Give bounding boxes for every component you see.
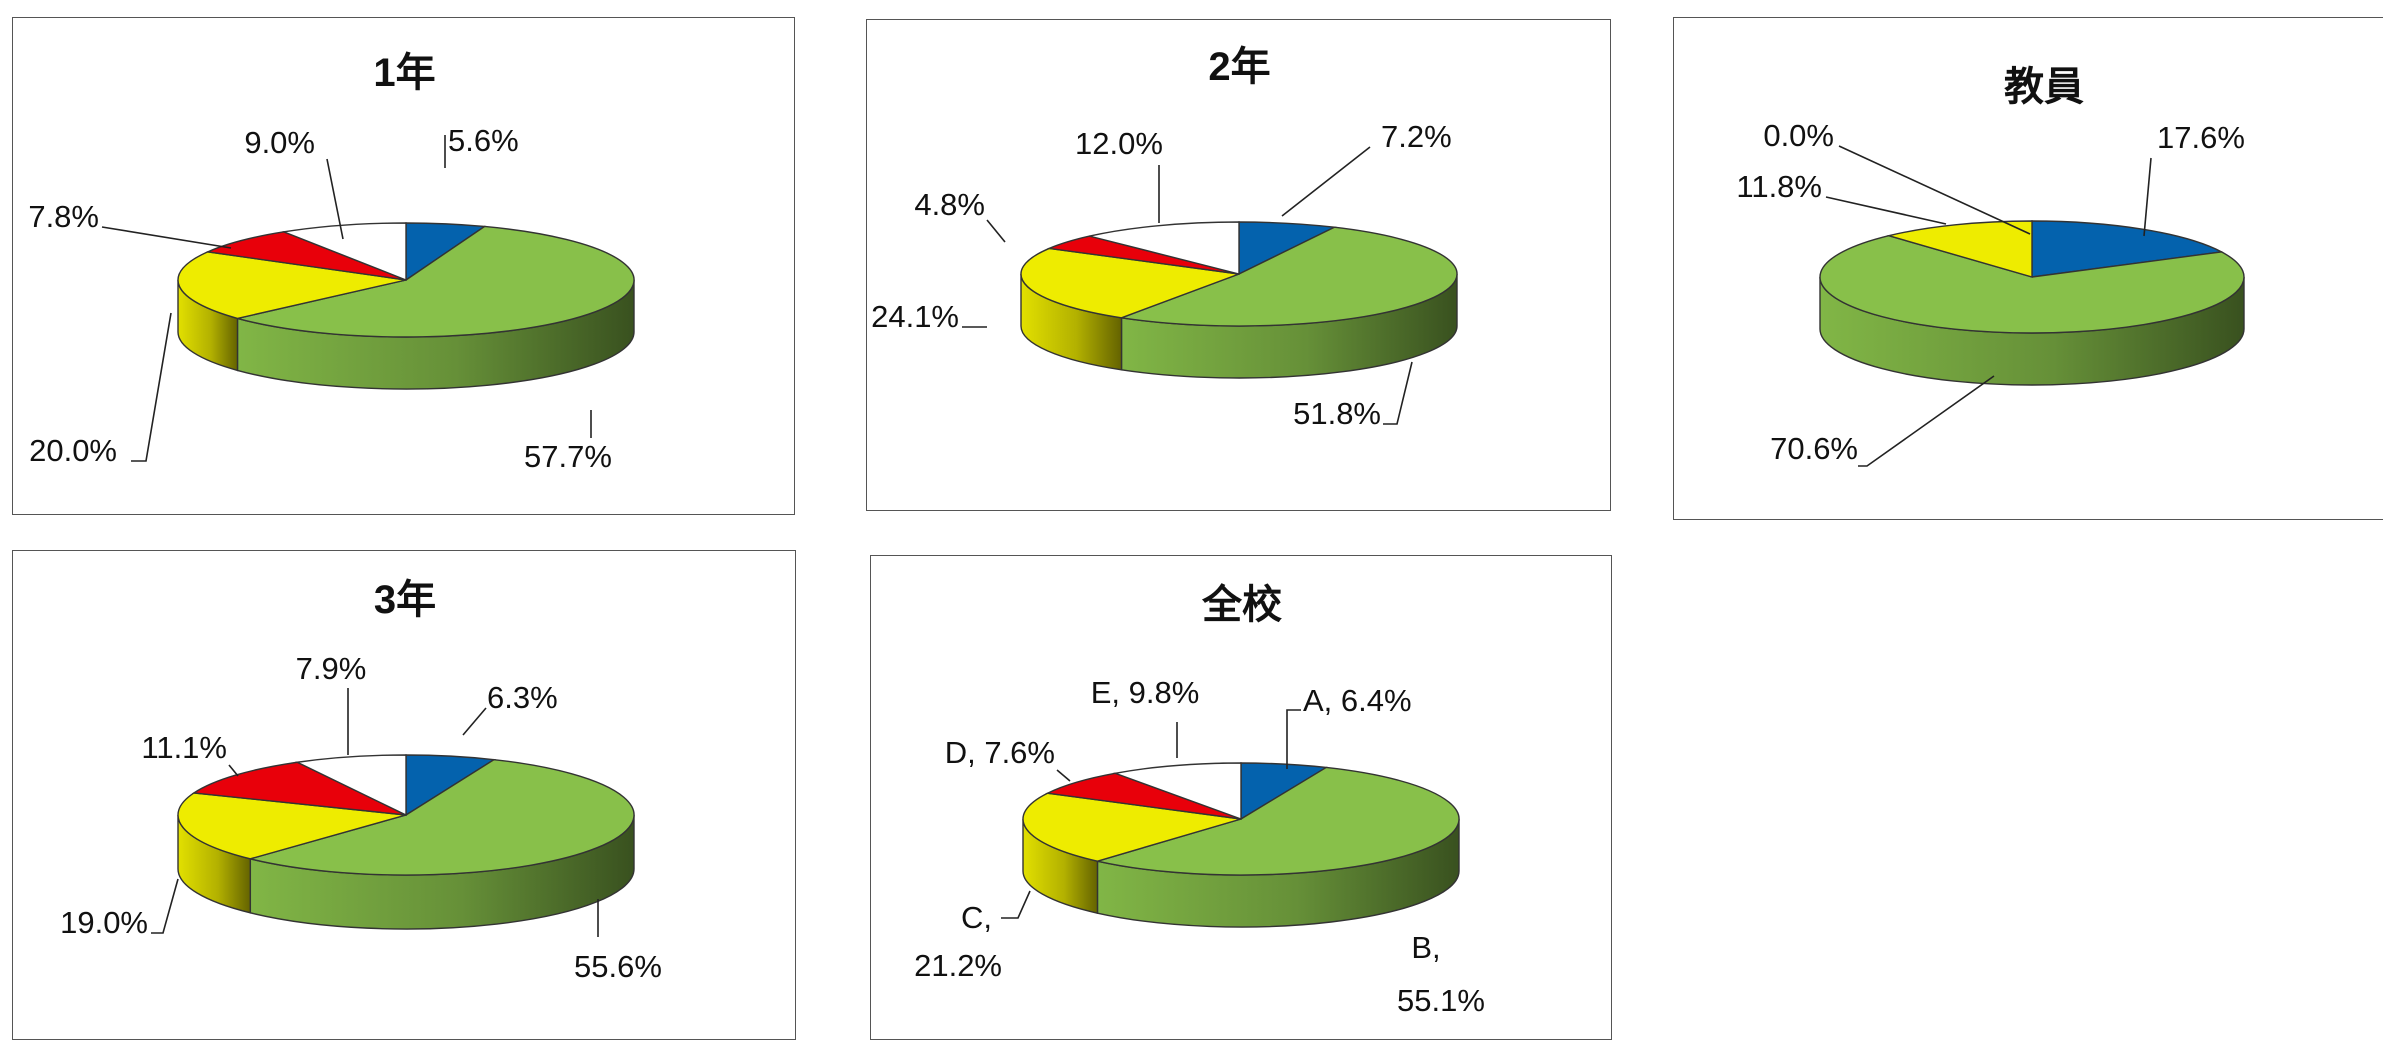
chart-title: 1年: [373, 51, 435, 95]
data-label-A: 5.6%: [448, 123, 519, 158]
leader-line: [1838, 145, 2031, 235]
data-label-C: C, 21.2%: [914, 900, 1002, 983]
pie-slice-B: [247, 758, 635, 876]
data-label-C: 19.0%: [60, 905, 148, 940]
pie-chart-svg: 1年 5.6% 57.7% 20.0% 7.8% 9.0%: [28, 51, 635, 474]
data-label-E: E, 9.8%: [1091, 675, 1200, 710]
data-label-B: 57.7%: [524, 439, 612, 474]
pie-slice-C: [1886, 220, 2033, 278]
data-label-E: 7.9%: [296, 651, 367, 686]
pie-slice-B: [1118, 226, 1458, 327]
pie-slice-C: [1022, 792, 1242, 862]
pie-slice-C: [177, 251, 407, 320]
leader-line: [462, 707, 487, 736]
leader-line: [986, 219, 1006, 243]
leader-line: [1056, 769, 1071, 782]
pie-labels: 6.3% 55.6% 19.0% 11.1% 7.9%: [60, 651, 662, 984]
data-label-B: 51.8%: [1293, 396, 1381, 431]
data-label-D: 11.1%: [141, 730, 227, 765]
data-label-B: 70.6%: [1770, 431, 1858, 466]
pie-chart-svg: 全校 A, 6.4% B, 55.1% C, 21.2% D, 7.6% E, 9.8%: [914, 582, 1485, 1018]
data-label-A: 7.2%: [1381, 119, 1452, 154]
leader-line: [101, 226, 232, 249]
pie-slice-A: [1238, 221, 1337, 276]
data-label-A: A, 6.4%: [1303, 683, 1412, 718]
pie-slice-E: [281, 222, 407, 282]
pie-sides: [1020, 273, 1458, 379]
data-label-E: 12.0%: [1075, 126, 1163, 161]
pie-slice-E: [294, 754, 407, 817]
chart-title: 2年: [1208, 45, 1270, 89]
pie-slice-D: [205, 231, 407, 281]
chart-title: 教員: [2004, 65, 2084, 109]
chart-panel-kyoin: 教員 17.6% 70.6% 11.8% 0.0%: [1673, 17, 2383, 520]
chart-title: 全校: [1201, 582, 1282, 627]
leader-line: [1383, 361, 1413, 425]
data-label-D: 7.8%: [28, 199, 99, 234]
pie-chart-svg: 教員 17.6% 70.6% 11.8% 0.0%: [1736, 65, 2245, 467]
pie-chart-svg: 3年 6.3% 55.6% 19.0% 11.1% 7.9%: [60, 578, 662, 984]
pie-top: [177, 754, 635, 876]
pie-slice-B: [1094, 766, 1460, 876]
data-label-E: 9.0%: [244, 125, 315, 160]
data-label-A: 17.6%: [2157, 120, 2245, 155]
pie-top: [1819, 220, 2245, 334]
pie-slice-E: [1112, 762, 1242, 820]
pie-labels: 7.2% 51.8% 24.1% 4.8% 12.0%: [871, 119, 1452, 431]
pie-slice-A: [2031, 220, 2224, 278]
data-label-A: 6.3%: [487, 680, 558, 715]
chart-panel-2nen: 2年 7.2% 51.8% 24.1% 4.8% 12.0%: [866, 19, 1611, 511]
pie-slice-C: [1020, 247, 1240, 319]
leader-line: [1281, 146, 1371, 217]
leader-line: [151, 878, 179, 934]
pie-slice-B: [1819, 234, 2245, 334]
leader-line: [2143, 157, 2152, 237]
leader-line: [326, 158, 344, 240]
leader-line: [1825, 196, 1947, 225]
pie-labels: A, 6.4% B, 55.1% C, 21.2% D, 7.6% E, 9.8%: [914, 675, 1485, 1018]
chart-panel-zenkou: 全校 A, 6.4% B, 55.1% C, 21.2% D, 7.6% E, 9.8%: [870, 555, 1612, 1040]
pie-slice-E: [1089, 221, 1240, 275]
data-label-B: 55.6%: [574, 949, 662, 984]
leader-line: [131, 312, 172, 462]
leader-line: [1858, 375, 1995, 467]
data-label-D: D, 7.6%: [945, 735, 1055, 770]
pie-slice-B: [237, 225, 635, 338]
chart-title: 3年: [374, 578, 436, 622]
leader-line: [1286, 709, 1301, 769]
pie-top: [1022, 762, 1460, 876]
data-label-C: 11.8%: [1736, 169, 1822, 204]
pie-labels: 5.6% 57.7% 20.0% 7.8% 9.0%: [28, 123, 612, 474]
data-label-B: B, 55.1%: [1397, 930, 1485, 1018]
pie-top: [1020, 221, 1458, 327]
data-label-E: 0.0%: [1763, 118, 1834, 153]
data-label-C: 20.0%: [29, 433, 117, 468]
pie-top: [177, 222, 635, 338]
pie-labels: 17.6% 70.6% 11.8% 0.0%: [1736, 118, 2245, 467]
pie-slice-D: [1045, 772, 1242, 820]
data-label-C: 24.1%: [871, 299, 959, 334]
pie-slice-D: [191, 761, 407, 816]
leader-line: [228, 764, 239, 777]
chart-panel-1nen: 1年 5.6% 57.7% 20.0% 7.8% 9.0%: [12, 17, 795, 515]
leader-line: [1001, 890, 1031, 919]
chart-panel-3nen: 3年 6.3% 55.6% 19.0% 11.1% 7.9%: [12, 550, 796, 1040]
data-label-D: 4.8%: [914, 187, 985, 222]
pie-chart-svg: 2年 7.2% 51.8% 24.1% 4.8% 12.0%: [871, 45, 1458, 431]
